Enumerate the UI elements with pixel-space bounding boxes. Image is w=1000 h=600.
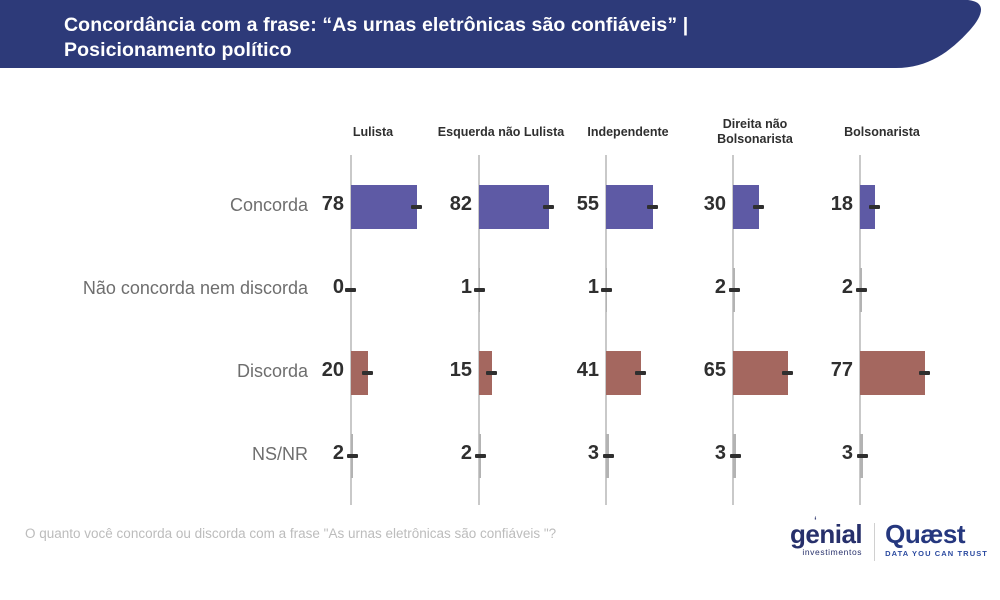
survey-question-footnote: O quanto você concorda ou discorda com a… [25,526,557,541]
value-marker-dash [869,205,881,209]
value-marker-dash [646,205,658,209]
value-marker-dash [345,288,356,292]
column-header-2: Independente [587,124,669,139]
value-marker-dash [752,205,764,209]
bar-segment [733,351,789,395]
value-label: 78 [321,193,344,215]
axis-line-3 [732,155,734,505]
value-marker-dash [473,288,485,292]
value-label: 15 [449,359,472,381]
value-label: 30 [703,193,726,215]
row-label-1: Não concorda nem discorda [82,278,308,298]
value-marker-dash [346,454,358,458]
value-marker-dash [855,288,867,292]
page-title: Concordância com a frase: “As urnas elet… [64,13,688,63]
bar-segment [606,185,653,229]
genial-logo-wordmark: genial [790,519,863,549]
quaest-logo-wordmark: Quæst [885,519,965,549]
value-label: 41 [576,359,599,381]
axis-line-0 [350,155,352,505]
value-marker-dash [919,371,931,375]
column-header-4: Bolsonarista [844,124,920,139]
value-marker-dash [634,371,646,375]
bar-segment [351,185,418,229]
value-label: 2 [460,442,472,464]
quaest-logo: Quæst DATA YOU CAN TRUST [885,521,988,558]
page-title-line2: Posicionamento político [64,39,292,61]
column-header-0: Lulista [352,124,394,139]
genial-logo: ʻ genial investimentos [790,515,864,557]
value-marker-dash [474,454,486,458]
value-label: 18 [830,193,853,215]
value-marker-dash [485,371,497,375]
value-marker-dash [729,454,741,458]
value-label: 55 [576,193,599,215]
value-label: 65 [703,359,726,381]
column-header-3: Direita não Bolsonarista [717,117,793,146]
bar-segment [860,351,926,395]
value-label: 2 [714,276,726,298]
value-marker-dash [542,205,554,209]
value-marker-dash [856,454,868,458]
value-marker-dash [411,205,423,209]
value-marker-dash [600,288,612,292]
column-header-1: Esquerda não Lulista [437,124,565,139]
bar-segment [351,351,368,395]
row-label-3: NS/NR [251,444,308,464]
value-label: 20 [321,359,344,381]
value-label: 3 [714,442,726,464]
bar-segment [479,185,549,229]
value-label: 82 [449,193,472,215]
value-label: 2 [841,276,853,298]
value-marker-dash [782,371,794,375]
page-title-line1: Concordância com a frase: “As urnas elet… [64,14,689,36]
value-marker-dash [728,288,740,292]
value-label: 2 [332,442,344,464]
axis-line-1 [478,155,480,505]
quaest-logo-tagline: DATA YOU CAN TRUST [885,549,988,558]
row-label-2: Discorda [236,361,308,381]
value-label: 3 [587,442,599,464]
value-label: 1 [587,276,599,298]
value-marker-dash [362,371,373,375]
genial-logo-subtitle: investimentos [802,547,863,557]
axis-line-2 [605,155,607,505]
value-label: 0 [332,276,344,298]
brand-divider [874,523,876,561]
branding: ʻ genial investimentos Quæst DATA YOU CA… [790,515,988,561]
bar-segment [860,185,876,229]
row-label-0: Concorda [229,195,308,215]
value-marker-dash [602,454,614,458]
header-banner-swoosh [0,0,981,68]
value-label: 1 [460,276,472,298]
axis-line-4 [859,155,861,505]
genial-logo-accent-icon: ʻ [814,514,817,529]
value-label: 3 [841,442,853,464]
bar-segment [479,351,492,395]
value-label: 77 [830,359,853,381]
